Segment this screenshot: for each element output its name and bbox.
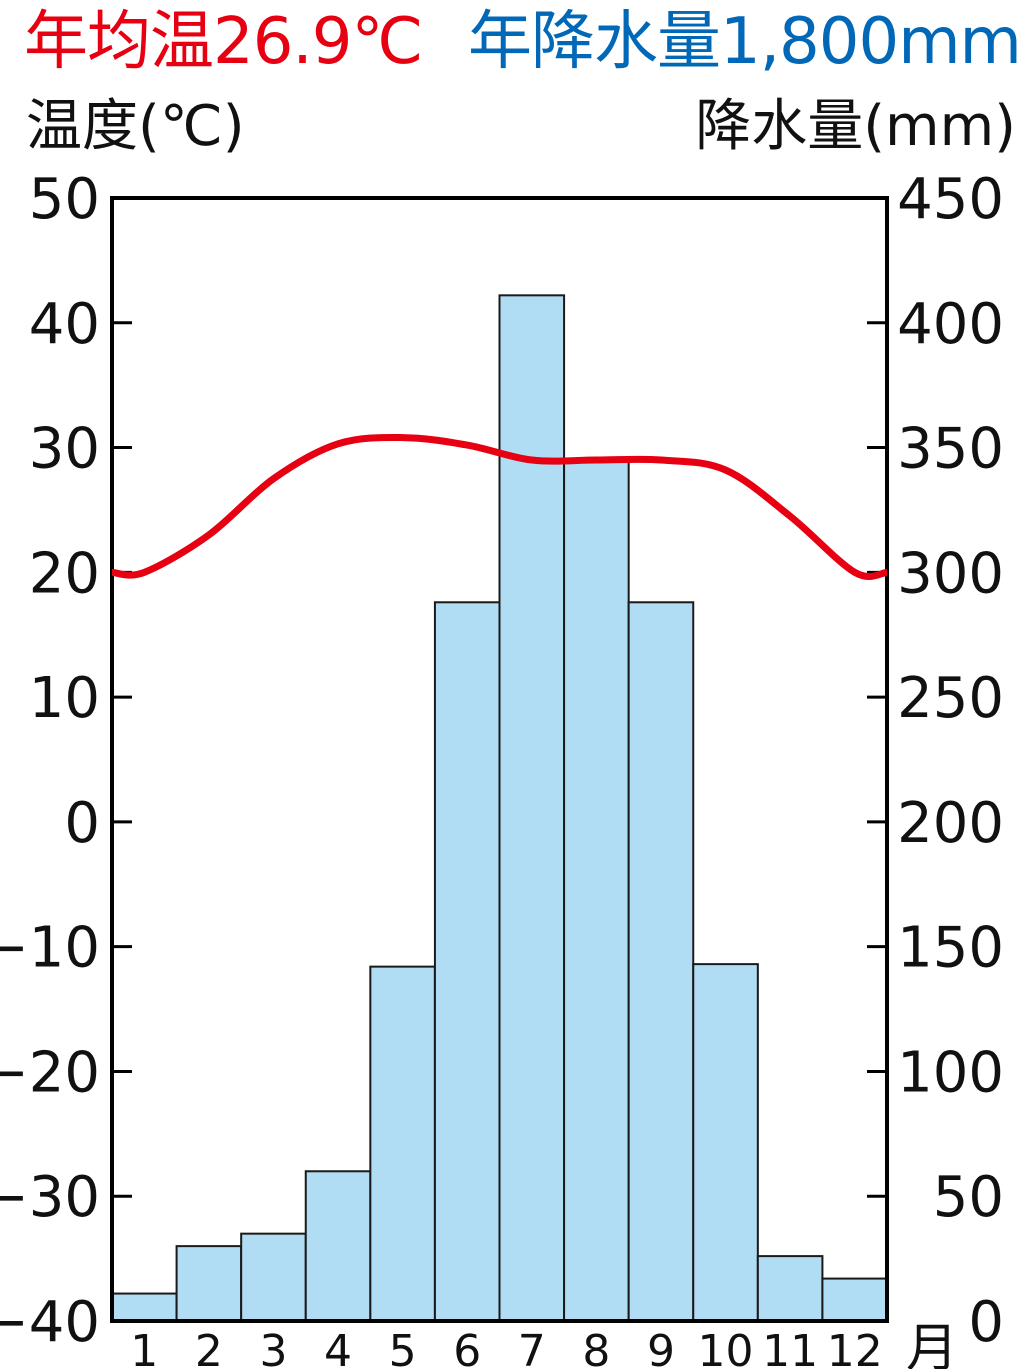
precipitation-bar-4 [304,1170,372,1323]
left-tick-label: 10 [29,666,100,731]
left-tick-label: −10 [0,916,100,981]
precipitation-bar-12 [821,1277,889,1323]
plot-frame [110,196,889,1323]
right-tick-label: 100 [897,1040,1004,1105]
month-label-10: 10 [698,1326,754,1369]
month-label-5: 5 [389,1326,417,1369]
month-label-1: 1 [130,1326,158,1369]
month-unit-label: 月 [906,1319,958,1369]
temperature-axis-title: 温度(℃) [26,94,245,159]
month-label-4: 4 [324,1326,352,1369]
precipitation-bar-3 [240,1232,307,1322]
month-label-9: 9 [647,1326,675,1369]
month-label-3: 3 [259,1326,287,1369]
precipitation-bar-8 [563,459,630,1322]
precipitation-bar-7 [498,294,566,1322]
precipitation-bar-1 [111,1292,178,1322]
precipitation-bar-10 [692,963,759,1322]
month-label-11: 11 [762,1326,818,1369]
right-tick-label: 450 [897,167,1004,232]
annual-precipitation: 年降水量1,800mm [468,5,1022,79]
left-tick-label: 50 [29,167,100,232]
right-tick-label: 350 [897,417,1004,482]
left-tick-label: −30 [0,1165,100,1230]
annual-mean-temperature: 年均温26.9℃ [24,5,423,79]
right-tick-label: 150 [897,916,1004,981]
left-tick-label: −40 [0,1290,100,1355]
left-tick-label: 0 [64,791,100,856]
right-tick-label: 0 [968,1290,1004,1355]
precipitation-bar-5 [369,965,436,1322]
month-label-6: 6 [453,1326,481,1369]
month-label-2: 2 [195,1326,223,1369]
left-tick-label: 30 [29,417,100,482]
right-tick-label: 300 [897,541,1004,606]
precipitation-bar-2 [175,1245,243,1322]
right-tick-label: 250 [897,666,1004,731]
right-tick-label: 400 [897,292,1004,357]
temperature-line [111,433,888,580]
month-label-12: 12 [827,1326,883,1369]
precipitation-bar-11 [756,1255,824,1323]
month-label-8: 8 [582,1326,610,1369]
right-tick-label: 50 [933,1165,1004,1230]
left-tick-label: 20 [29,541,100,606]
right-tick-label: 200 [897,791,1004,856]
precipitation-bar-6 [433,601,501,1322]
precipitation-axis-title: 降水量(mm) [695,94,1016,159]
left-tick-label: 40 [29,292,100,357]
month-label-7: 7 [518,1326,546,1369]
precipitation-bar-9 [627,601,695,1322]
left-tick-label: −20 [0,1040,100,1105]
